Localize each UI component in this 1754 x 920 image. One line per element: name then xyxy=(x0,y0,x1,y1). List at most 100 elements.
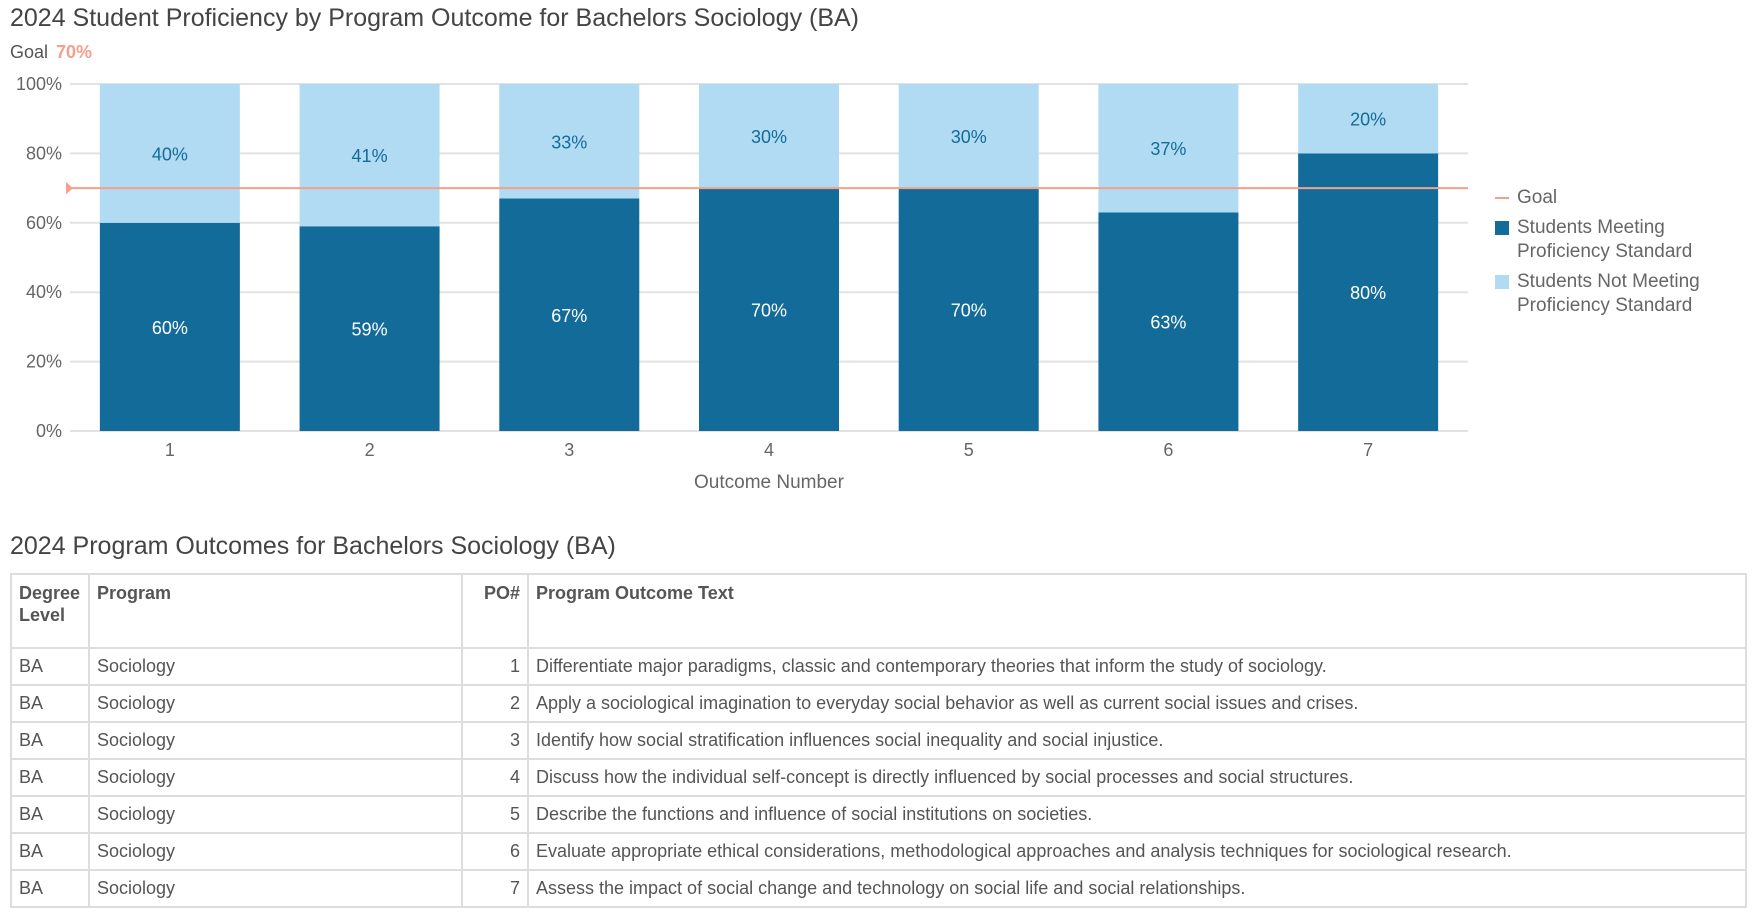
program-outcomes-table: Degree Level Program PO# Program Outcome… xyxy=(10,573,1747,908)
table-row: BA Sociology 6 Evaluate appropriate ethical… xyxy=(10,832,1747,871)
cell-program: Sociology xyxy=(88,647,463,686)
header-program: Program xyxy=(88,573,463,649)
cell-degree-level: BA xyxy=(10,832,90,871)
data-label: 41% xyxy=(352,146,388,166)
table-row: BA Sociology 1 Differentiate major paradigm… xyxy=(10,647,1747,686)
header-outcome-text: Program Outcome Text xyxy=(527,573,1747,649)
x-axis-label: Outcome Number xyxy=(694,472,845,493)
table-row: BA Sociology 4 Discuss how the individual s… xyxy=(10,758,1747,797)
bar-segment xyxy=(1098,84,1239,213)
cell-program: Sociology xyxy=(88,721,463,760)
cell-po-number: 2 xyxy=(461,684,529,723)
cell-program: Sociology xyxy=(88,684,463,723)
x-tick-label: 5 xyxy=(964,440,974,460)
x-tick-label: 7 xyxy=(1363,440,1373,460)
x-tick-label: 1 xyxy=(165,440,175,460)
cell-degree-level: BA xyxy=(10,721,90,760)
bar-segment xyxy=(499,198,640,431)
cell-po-number: 3 xyxy=(461,721,529,760)
legend-label: Students Not Meeting Proficiency Standar… xyxy=(1517,271,1700,316)
legend-label: Students Meeting Proficiency Standard xyxy=(1517,217,1693,262)
cell-outcome-text: Identify how social stratification influ… xyxy=(527,721,1747,760)
y-tick-label: 80% xyxy=(26,143,62,163)
bar-segment xyxy=(99,222,240,431)
data-label: 80% xyxy=(1350,283,1386,303)
data-label: 63% xyxy=(1150,313,1186,333)
data-label: 60% xyxy=(152,318,188,338)
x-tick-label: 3 xyxy=(564,440,574,460)
data-label: 37% xyxy=(1150,139,1186,159)
stacked-bar-chart: 0%20%40%60%80%100%60%40%159%41%267%33%37… xyxy=(16,74,1468,493)
bar-segment xyxy=(1298,153,1439,431)
data-label: 30% xyxy=(951,127,987,147)
data-label: 70% xyxy=(751,301,787,321)
table-row: BA Sociology 5 Describe the functions and i… xyxy=(10,795,1747,834)
cell-po-number: 4 xyxy=(461,758,529,797)
data-label: 30% xyxy=(751,127,787,147)
header-degree-level: Degree Level xyxy=(10,573,90,649)
cell-degree-level: BA xyxy=(10,795,90,834)
legend-item-goal[interactable]: Goal xyxy=(1495,186,1717,210)
legend-swatch-meeting xyxy=(1495,221,1509,235)
bar-segment xyxy=(699,84,839,189)
x-tick-label: 4 xyxy=(764,440,774,460)
chart-legend: Goal Students Meeting Proficiency Standa… xyxy=(1495,186,1717,324)
cell-degree-level: BA xyxy=(10,758,90,797)
bar-segment xyxy=(898,84,1039,189)
legend-swatch-not-meeting xyxy=(1495,275,1509,289)
cell-degree-level: BA xyxy=(10,869,90,908)
table-row: BA Sociology 3 Identify how social stratifi… xyxy=(10,721,1747,760)
cell-po-number: 7 xyxy=(461,869,529,908)
data-label: 70% xyxy=(951,301,987,321)
cell-program: Sociology xyxy=(88,795,463,834)
goal-note: Goal 70% xyxy=(10,42,92,63)
cell-outcome-text: Describe the functions and influence of … xyxy=(527,795,1747,834)
cell-degree-level: BA xyxy=(10,647,90,686)
y-tick-label: 0% xyxy=(36,421,62,441)
x-tick-label: 6 xyxy=(1163,440,1173,460)
table-row: BA Sociology 7 Assess the impact of social … xyxy=(10,869,1747,908)
cell-program: Sociology xyxy=(88,758,463,797)
y-tick-label: 20% xyxy=(26,352,62,372)
cell-outcome-text: Assess the impact of social change and t… xyxy=(527,869,1747,908)
legend-goal-line-icon xyxy=(1495,197,1509,199)
goal-marker-icon xyxy=(66,182,73,195)
bar-segment xyxy=(1298,84,1439,154)
cell-program: Sociology xyxy=(88,869,463,908)
y-tick-label: 40% xyxy=(26,282,62,302)
cell-outcome-text: Differentiate major paradigms, classic a… xyxy=(527,647,1747,686)
data-label: 40% xyxy=(152,144,188,164)
x-tick-label: 2 xyxy=(365,440,375,460)
bar-segment xyxy=(699,188,839,431)
data-label: 20% xyxy=(1350,110,1386,130)
table-row: BA Sociology 2 Apply a sociological imagina… xyxy=(10,684,1747,723)
legend-item-not-meeting[interactable]: Students Not Meeting Proficiency Standar… xyxy=(1495,270,1717,318)
chart-title: 2024 Student Proficiency by Program Outc… xyxy=(10,4,860,32)
y-tick-label: 60% xyxy=(26,213,62,233)
cell-po-number: 1 xyxy=(461,647,529,686)
cell-program: Sociology xyxy=(88,832,463,871)
bar-segment xyxy=(1098,212,1239,431)
table-header-row: Degree Level Program PO# Program Outcome… xyxy=(10,573,1747,649)
data-label: 67% xyxy=(551,306,587,326)
cell-po-number: 6 xyxy=(461,832,529,871)
goal-note-value: 70% xyxy=(56,42,93,62)
cell-outcome-text: Discuss how the individual self-concept … xyxy=(527,758,1747,797)
data-label: 59% xyxy=(352,320,388,340)
bar-segment xyxy=(898,188,1039,431)
legend-item-meeting[interactable]: Students Meeting Proficiency Standard xyxy=(1495,216,1717,264)
cell-outcome-text: Evaluate appropriate ethical considerati… xyxy=(527,832,1747,871)
bar-segment xyxy=(299,226,440,431)
header-po-number: PO# xyxy=(461,573,529,649)
y-tick-label: 100% xyxy=(16,74,62,94)
table-title: 2024 Program Outcomes for Bachelors Soci… xyxy=(10,532,616,560)
data-label: 33% xyxy=(551,132,587,152)
goal-note-label: Goal xyxy=(10,42,49,62)
bar-segment xyxy=(499,84,640,199)
cell-degree-level: BA xyxy=(10,684,90,723)
cell-po-number: 5 xyxy=(461,795,529,834)
bar-segment xyxy=(299,84,440,227)
cell-outcome-text: Apply a sociological imagination to ever… xyxy=(527,684,1747,723)
bar-segment xyxy=(99,84,240,223)
legend-label: Goal xyxy=(1517,187,1558,208)
